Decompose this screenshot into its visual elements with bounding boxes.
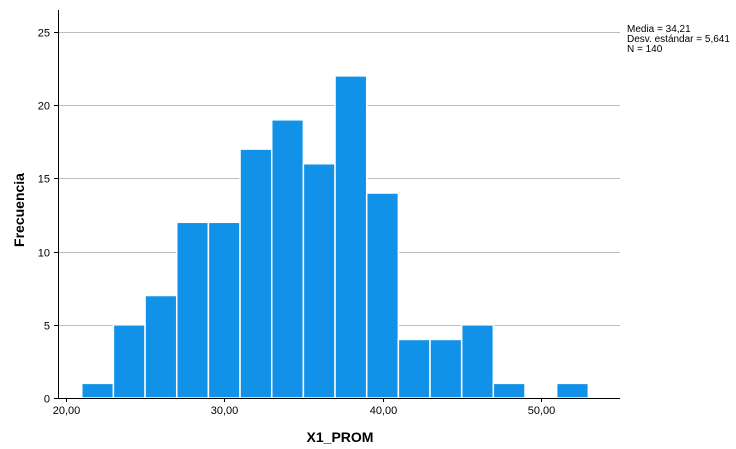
y-tick-label: 15	[38, 174, 50, 186]
histogram-bar-0	[80, 382, 115, 399]
histogram-bar-12	[460, 324, 495, 399]
histogram-bar-3	[175, 221, 210, 399]
mean-stat: Media = 34,21	[627, 24, 691, 35]
n-stat: N = 140	[627, 44, 663, 55]
histogram-bar-15	[555, 382, 590, 399]
x-tick-label: 30,00	[211, 405, 239, 417]
histogram-bar-5	[239, 148, 273, 399]
y-tick-label: 10	[38, 248, 50, 260]
histogram-bar-11	[429, 338, 463, 399]
histogram-bar-6	[270, 119, 305, 399]
y-axis-title: Frecuencia	[11, 173, 27, 247]
histogram-bar-7	[302, 162, 336, 399]
statistics-summary: Media = 34,21 Desv. estándar = 5,641 N =…	[627, 25, 730, 55]
axes	[58, 10, 620, 399]
histogram-bar-1	[112, 324, 146, 399]
histogram-bar-8	[334, 75, 368, 399]
y-tick-label: 5	[44, 321, 50, 333]
histogram-bar-4	[207, 221, 241, 399]
histogram-bar-13	[492, 382, 526, 399]
tick-labels: 0 5 10 15 20 25 20,00 30,00 40,00 50,00	[38, 28, 556, 418]
histogram-bar-2	[144, 294, 178, 399]
histogram-bar-10	[397, 338, 431, 399]
x-tick-label: 40,00	[370, 405, 398, 417]
y-tick-label: 25	[38, 28, 50, 40]
y-tick-label: 20	[38, 101, 50, 113]
y-tick-label: 0	[44, 394, 50, 406]
std-dev-stat: Desv. estándar = 5,641	[627, 34, 730, 45]
x-axis-title: X1_PROM	[307, 429, 374, 445]
histogram-bar-9	[365, 192, 400, 399]
x-tick-label: 50,00	[528, 405, 556, 417]
x-tick-label: 20,00	[53, 405, 81, 417]
bars	[80, 75, 590, 399]
